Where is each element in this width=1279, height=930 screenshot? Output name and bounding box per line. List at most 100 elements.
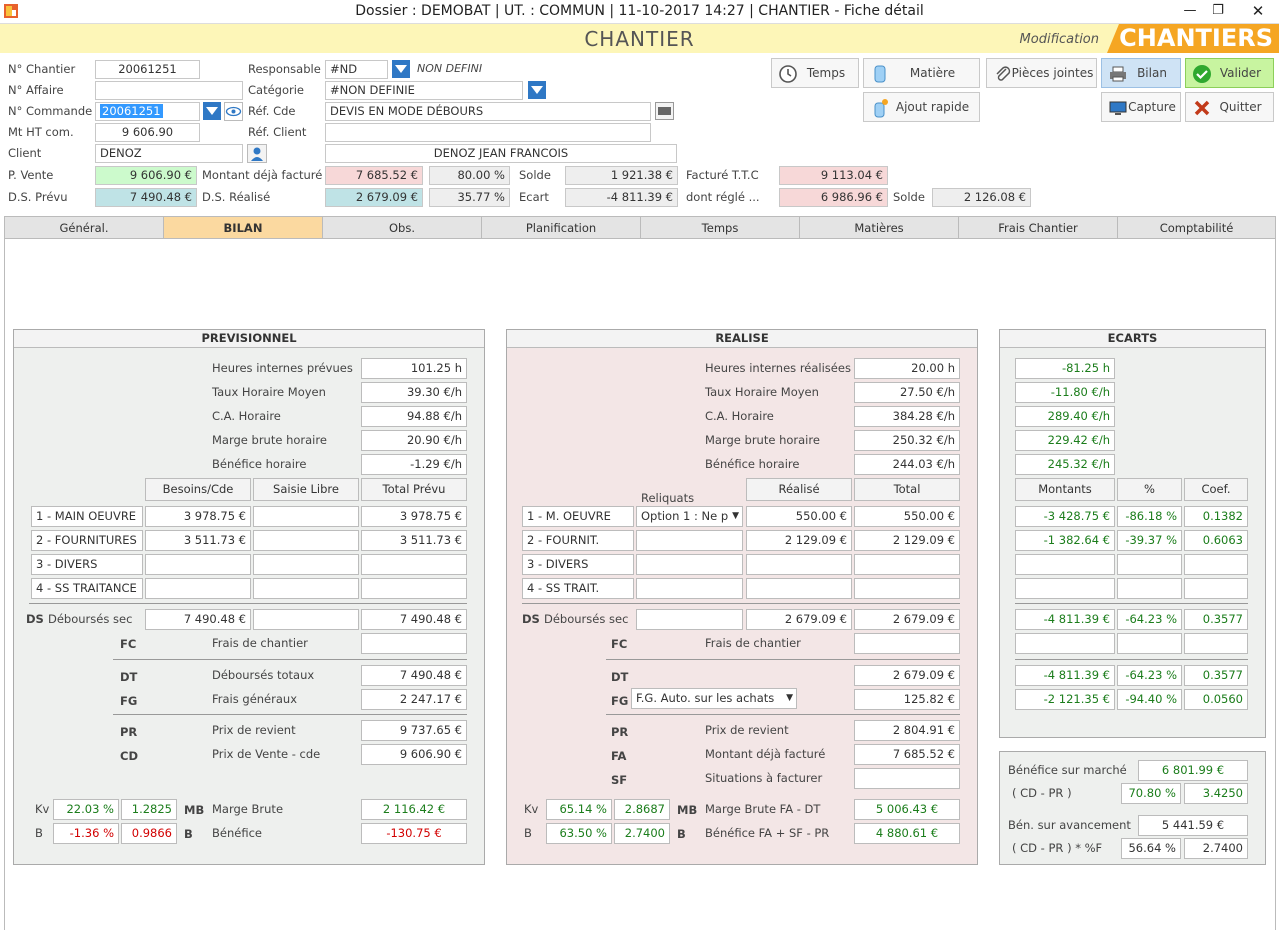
real-ca-label: C.A. Horaire <box>705 409 774 423</box>
close-x-icon <box>1194 100 1210 116</box>
mtht-field[interactable]: 9 606.90 <box>95 123 200 142</box>
restore-button[interactable]: ❐ <box>1212 3 1224 18</box>
bilan-button[interactable]: Bilan <box>1101 58 1181 88</box>
prev-mb: 2 116.42 € <box>361 799 467 820</box>
prev-divers-besoins[interactable] <box>145 554 251 575</box>
real-fa-label: Montant déjà facturé <box>705 747 826 761</box>
solde-field: 1 921.38 € <box>565 166 678 185</box>
chantier-field[interactable]: 20061251 <box>95 60 200 79</box>
commande-field[interactable]: 20061251 <box>95 102 200 121</box>
refcde-field[interactable]: DEVIS EN MODE DÉBOURS <box>325 102 651 121</box>
real-fc[interactable] <box>854 633 960 654</box>
ecart-fourn-montant: -1 382.64 € <box>1015 530 1115 551</box>
prev-heures: 101.25 h <box>361 358 467 379</box>
ecart-fg-montant: -2 121.35 € <box>1015 689 1115 710</box>
affaire-field[interactable] <box>95 81 243 100</box>
ajout-button-label: Ajout rapide <box>895 100 970 114</box>
quitter-button[interactable]: Quitter <box>1185 92 1274 122</box>
tab-temps[interactable]: Temps <box>640 216 800 239</box>
prev-sst-saisie[interactable] <box>253 578 359 599</box>
categorie-field[interactable]: #NON DEFINIE <box>325 81 523 100</box>
real-bn-label: Bénéfice FA + SF - PR <box>705 826 830 840</box>
ecart-ds-pct: -64.23 % <box>1117 609 1182 630</box>
refcde-label: Réf. Cde <box>248 104 296 118</box>
dont-regle-field: 6 986.96 € <box>779 188 888 207</box>
matiere-button[interactable]: Matière <box>863 58 980 88</box>
divider <box>1015 603 1248 604</box>
facture-ttc-label: Facturé T.T.C <box>686 168 759 182</box>
prev-fourn-total: 3 511.73 € <box>361 530 467 551</box>
printer-icon <box>1110 66 1126 82</box>
tab-comptabilite[interactable]: Comptabilité <box>1117 216 1276 239</box>
minimize-button[interactable]: — <box>1183 3 1197 18</box>
tab-frais-chantier[interactable]: Frais Chantier <box>958 216 1118 239</box>
prev-pr-label: Prix de revient <box>212 723 296 737</box>
client-field[interactable]: DENOZ <box>95 144 243 163</box>
close-button[interactable]: ✕ <box>1251 2 1265 20</box>
ecart-col-pct: % <box>1117 478 1182 501</box>
ecart-ds-coef: 0.3577 <box>1184 609 1248 630</box>
prev-mo-saisie[interactable] <box>253 506 359 527</box>
capture-button[interactable]: Capture <box>1101 92 1181 122</box>
responsable-dropdown-icon[interactable] <box>392 60 410 78</box>
prev-benef: -1.29 €/h <box>361 454 467 475</box>
real-reliquat-select[interactable]: Option 1 : Ne p ▼ <box>636 506 743 527</box>
dsprevu-label: D.S. Prévu <box>8 190 68 204</box>
ecart-fg-coef: 0.0560 <box>1184 689 1248 710</box>
ecart-divers-montant <box>1015 554 1115 575</box>
prev-divers-saisie[interactable] <box>253 554 359 575</box>
ecart-label: Ecart <box>519 190 549 204</box>
montant-facture-field: 7 685.52 € <box>325 166 423 185</box>
real-taux: 27.50 €/h <box>854 382 960 403</box>
window-titlebar: Dossier : DEMOBAT | UT. : COMMUN | 11-10… <box>0 0 1279 24</box>
tab-obs[interactable]: Obs. <box>322 216 482 239</box>
prev-fourn-saisie[interactable] <box>253 530 359 551</box>
refclient-field[interactable] <box>325 123 651 142</box>
keyboard-icon[interactable] <box>655 102 674 120</box>
pieces-jointes-button[interactable]: Pièces jointes <box>986 58 1097 88</box>
categorie-label: Catégorie <box>248 83 304 97</box>
real-fc-code: FC <box>611 637 628 651</box>
valider-button[interactable]: Valider <box>1185 58 1274 88</box>
capture-button-label: Capture <box>1128 100 1176 114</box>
real-fourn-total: 2 129.09 € <box>854 530 960 551</box>
page-title: CHANTIER <box>584 27 695 51</box>
prev-row-label: 3 - DIVERS <box>31 554 143 575</box>
prev-fourn-besoins[interactable]: 3 511.73 € <box>145 530 251 551</box>
benef-cdpr-coef: 3.4250 <box>1184 783 1248 804</box>
dropdown-arrow-icon: ▼ <box>732 511 739 521</box>
temps-button[interactable]: Temps <box>771 58 859 88</box>
real-b-label: B <box>524 826 532 840</box>
responsable-field[interactable]: #ND <box>325 60 388 79</box>
prev-sst-besoins[interactable] <box>145 578 251 599</box>
prev-mb-code: MB <box>184 803 205 817</box>
previsionnel-title: PREVISIONNEL <box>14 330 484 348</box>
eye-icon[interactable] <box>224 102 243 121</box>
prev-kv-label: Kv <box>35 802 50 816</box>
real-dt: 2 679.09 € <box>854 665 960 686</box>
prev-mo-besoins[interactable]: 3 978.75 € <box>145 506 251 527</box>
tab-bilan[interactable]: BILAN <box>163 216 323 239</box>
categorie-dropdown-icon[interactable] <box>528 81 546 99</box>
commande-dropdown-icon[interactable] <box>203 102 221 120</box>
responsable-name: NON DEFINI <box>417 62 483 75</box>
ecarts-title: ECARTS <box>1000 330 1265 348</box>
real-fg-select[interactable]: F.G. Auto. sur les achats ▼ <box>631 688 797 709</box>
tab-matieres[interactable]: Matières <box>799 216 959 239</box>
real-row-label: 4 - SS TRAIT. <box>522 578 634 599</box>
benef-avanc-formula: ( CD - PR ) * %F <box>1012 841 1103 855</box>
dsrealise-pct: 35.77 % <box>429 188 510 207</box>
ajout-rapide-button[interactable]: Ajout rapide <box>863 92 980 122</box>
prev-row-label: 4 - SS TRAITANCE <box>31 578 143 599</box>
user-icon[interactable] <box>247 144 267 163</box>
real-ds-total: 2 679.09 € <box>854 609 960 630</box>
client-name-field: DENOZ JEAN FRANCOIS <box>325 144 677 163</box>
divider <box>522 603 960 604</box>
tab-general[interactable]: Général. <box>4 216 164 239</box>
divider <box>606 714 960 715</box>
prev-ca: 94.88 €/h <box>361 406 467 427</box>
tab-planification[interactable]: Planification <box>481 216 641 239</box>
ecart-sst-montant <box>1015 578 1115 599</box>
real-sf-label: Situations à facturer <box>705 771 823 785</box>
real-col-reliquats: Reliquats <box>641 491 695 505</box>
